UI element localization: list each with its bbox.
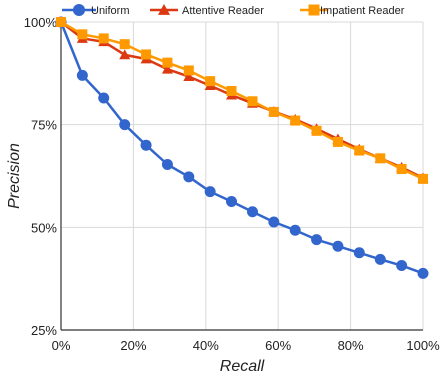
data-point-uniform (332, 240, 344, 252)
data-point-uniform (268, 216, 280, 228)
data-point-impatient-reader (226, 85, 237, 96)
legend-item-attentive-reader: Attentive Reader (150, 3, 264, 17)
legend-marker-attentive-reader (157, 3, 171, 15)
series-layer (55, 16, 429, 279)
data-point-impatient-reader (205, 76, 216, 87)
data-point-impatient-reader (98, 33, 109, 44)
data-point-uniform (161, 159, 173, 171)
data-point-uniform (140, 139, 152, 151)
x-tick-label: 40% (193, 338, 219, 353)
data-point-uniform (183, 171, 195, 183)
data-point-impatient-reader (183, 65, 194, 76)
y-tick-label: 75% (31, 118, 57, 133)
data-point-impatient-reader (418, 173, 428, 184)
data-point-uniform (353, 247, 365, 259)
data-point-attentive-reader (161, 63, 173, 74)
data-point-uniform (246, 206, 258, 218)
x-tick-label: 20% (120, 338, 146, 353)
data-point-attentive-reader (119, 49, 131, 60)
y-tick-label: 50% (31, 220, 57, 235)
data-point-impatient-reader (396, 164, 407, 175)
data-point-uniform (76, 69, 88, 81)
data-point-impatient-reader (56, 17, 66, 27)
data-point-impatient-reader (290, 115, 301, 126)
data-point-impatient-reader (247, 96, 258, 107)
legend: Uniform Attentive Reader Impatient Reader (62, 3, 405, 17)
legend-label-attentive-reader: Attentive Reader (182, 5, 264, 17)
data-point-uniform (396, 260, 408, 272)
x-tick-label: 60% (265, 338, 291, 353)
data-point-impatient-reader (141, 49, 152, 60)
data-point-uniform (289, 224, 301, 236)
data-point-uniform (98, 92, 110, 104)
x-tick-label: 100% (406, 338, 440, 353)
axes: 0% 20% 40% 60% 80% 100% 25% 50% 75% 100% (24, 15, 440, 353)
data-point-impatient-reader (119, 39, 130, 50)
y-axis-title: Precision (6, 143, 23, 209)
legend-label-uniform: Uniform (91, 5, 130, 17)
x-tick-label: 80% (338, 338, 364, 353)
y-tick-label: 25% (31, 323, 57, 338)
data-point-uniform (204, 186, 216, 198)
data-point-impatient-reader (311, 125, 322, 136)
series-impatient-reader (56, 17, 428, 184)
legend-label-impatient-reader: Impatient Reader (320, 5, 405, 17)
data-point-uniform (119, 119, 131, 131)
data-point-attentive-reader (183, 71, 195, 82)
data-point-impatient-reader (354, 145, 365, 156)
legend-marker-impatient-reader (308, 4, 320, 16)
data-point-impatient-reader (77, 29, 88, 40)
grid (61, 21, 424, 330)
data-point-uniform (226, 195, 238, 207)
series-uniform (55, 16, 429, 279)
x-tick-label: 0% (52, 338, 71, 353)
data-point-impatient-reader (375, 153, 386, 164)
y-tick-label: 100% (24, 15, 58, 30)
data-point-uniform (417, 267, 429, 279)
data-point-uniform (374, 253, 386, 265)
legend-item-uniform: Uniform (62, 3, 130, 17)
x-axis-title: Recall (220, 358, 265, 375)
legend-marker-uniform (72, 3, 86, 17)
data-point-uniform (311, 234, 323, 246)
data-point-impatient-reader (332, 136, 343, 147)
series-line-uniform (59, 21, 424, 275)
data-point-impatient-reader (162, 57, 173, 68)
data-point-impatient-reader (268, 106, 279, 117)
legend-item-impatient-reader: Impatient Reader (300, 4, 405, 17)
